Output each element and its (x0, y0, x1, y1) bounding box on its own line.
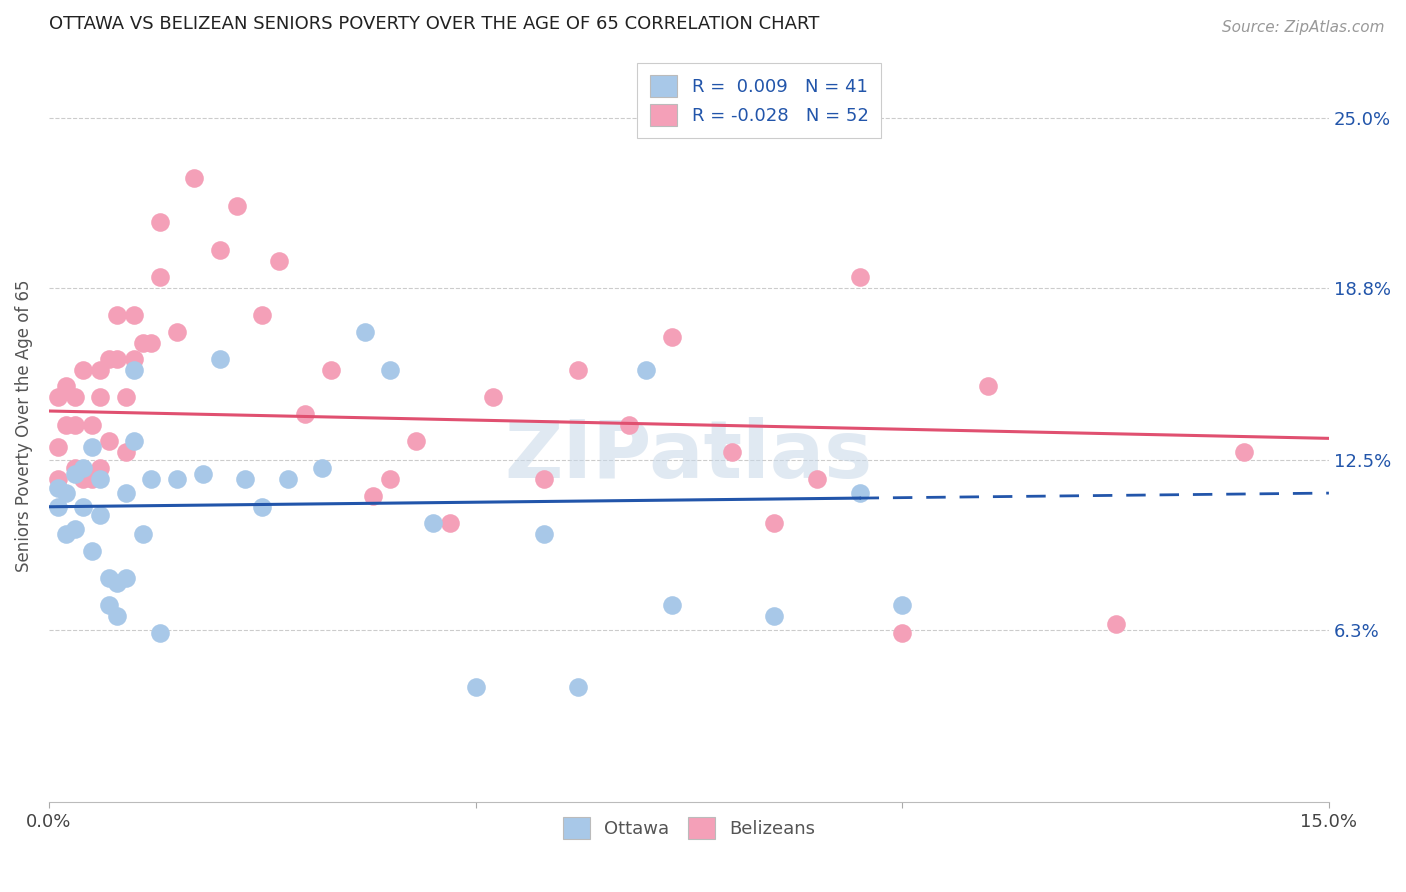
Point (166, 325, 188, 339)
Point (72, 500, 94, 514)
Point (233, 472, 256, 486)
Text: ZIPatlas: ZIPatlas (505, 417, 873, 495)
Point (619, 417, 641, 432)
Point (89, 472, 111, 486)
Point (97, 599, 120, 613)
Point (105, 351, 128, 366)
Point (464, 681, 486, 695)
Point (149, 215, 172, 229)
Point (380, 472, 402, 486)
Point (661, 330, 683, 344)
Point (1232, 445, 1254, 459)
Point (114, 486, 136, 500)
Point (848, 486, 870, 500)
Point (97, 571, 120, 585)
Point (636, 363, 658, 377)
Point (422, 516, 444, 531)
Point (533, 527, 555, 541)
Point (166, 472, 188, 486)
Point (63, 467, 86, 481)
Point (72, 472, 94, 486)
Point (89, 390, 111, 404)
Point (63, 522, 86, 536)
Point (46, 390, 69, 404)
Point (80, 472, 103, 486)
Point (89, 363, 111, 377)
Point (80, 440, 103, 454)
Point (55, 486, 77, 500)
Point (208, 351, 231, 366)
Point (46, 481, 69, 495)
Point (80, 543, 103, 558)
Point (124, 434, 146, 449)
Point (891, 625, 914, 640)
Point (319, 363, 342, 377)
Point (105, 609, 128, 624)
Point (225, 199, 247, 213)
Point (89, 461, 111, 475)
Text: Source: ZipAtlas.com: Source: ZipAtlas.com (1222, 20, 1385, 35)
Point (208, 243, 231, 257)
Point (361, 489, 384, 503)
Point (405, 434, 427, 449)
Point (141, 472, 163, 486)
Point (55, 527, 77, 541)
Point (661, 599, 683, 613)
Point (80, 417, 103, 432)
Point (89, 508, 111, 522)
Point (891, 599, 914, 613)
Point (806, 472, 828, 486)
Point (124, 351, 146, 366)
Point (277, 472, 299, 486)
Point (252, 500, 274, 514)
Legend: Ottawa, Belizeans: Ottawa, Belizeans (555, 809, 823, 846)
Point (97, 351, 120, 366)
Point (848, 269, 870, 284)
Point (567, 363, 589, 377)
Point (63, 461, 86, 475)
Point (353, 325, 375, 339)
Point (114, 390, 136, 404)
Point (976, 379, 998, 393)
Point (311, 461, 333, 475)
Point (72, 363, 94, 377)
Point (114, 445, 136, 459)
Point (55, 379, 77, 393)
Point (132, 335, 155, 350)
Point (124, 308, 146, 322)
Point (567, 681, 589, 695)
Point (97, 434, 120, 449)
Point (1104, 617, 1126, 632)
Point (132, 527, 155, 541)
Point (763, 609, 786, 624)
Y-axis label: Seniors Poverty Over the Age of 65: Seniors Poverty Over the Age of 65 (15, 280, 32, 573)
Point (294, 407, 316, 421)
Point (46, 440, 69, 454)
Point (46, 500, 69, 514)
Point (149, 269, 172, 284)
Point (269, 253, 291, 268)
Point (72, 461, 94, 475)
Point (141, 335, 163, 350)
Point (439, 516, 461, 531)
Point (252, 308, 274, 322)
Point (481, 390, 503, 404)
Text: OTTAWA VS BELIZEAN SENIORS POVERTY OVER THE AGE OF 65 CORRELATION CHART: OTTAWA VS BELIZEAN SENIORS POVERTY OVER … (49, 15, 820, 33)
Point (105, 308, 128, 322)
Point (191, 467, 214, 481)
Point (46, 472, 69, 486)
Point (149, 625, 172, 640)
Point (183, 171, 205, 186)
Point (720, 445, 742, 459)
Point (124, 363, 146, 377)
Point (105, 576, 128, 591)
Point (380, 363, 402, 377)
Point (114, 571, 136, 585)
Point (63, 390, 86, 404)
Point (55, 417, 77, 432)
Point (763, 516, 786, 531)
Point (63, 417, 86, 432)
Point (533, 472, 555, 486)
